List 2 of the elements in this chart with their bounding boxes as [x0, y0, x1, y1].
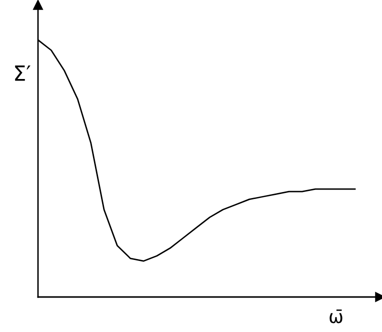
y-axis-title: Σ′	[15, 66, 30, 81]
x-axis-title: ω̄	[330, 310, 342, 324]
